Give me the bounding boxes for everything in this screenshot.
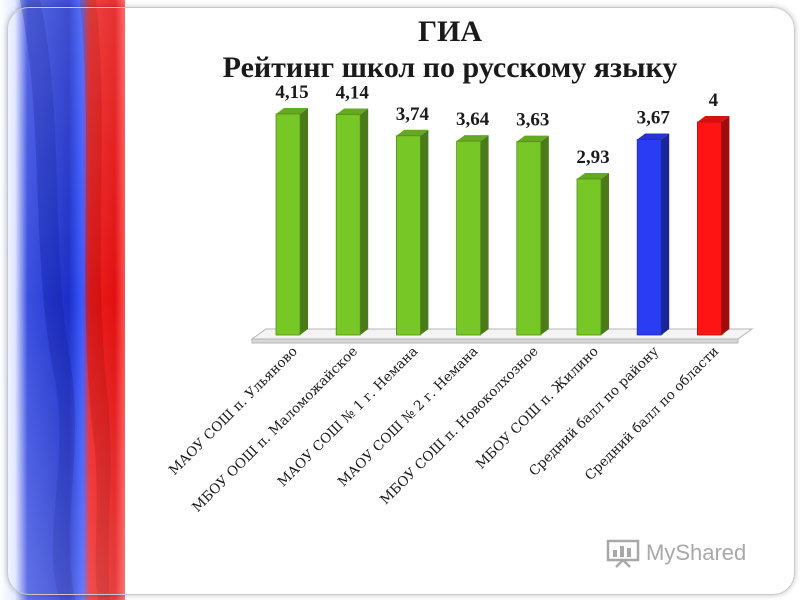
bar-front — [335, 114, 361, 336]
bar-4 — [456, 135, 489, 336]
bar-top — [697, 115, 730, 122]
bar-side — [661, 133, 670, 335]
bar-side — [360, 108, 369, 335]
title-line-1: ГИА — [417, 15, 483, 48]
bar-front — [697, 121, 722, 336]
data-label-4: 3,64 — [456, 109, 490, 130]
flag-graphic — [0, 0, 125, 600]
data-label-5: 3,63 — [516, 110, 549, 131]
watermark-text: MyShared — [646, 540, 747, 565]
data-labels-group: 4,15 4,14 3,74 3,64 3,63 2,93 3,67 4 — [275, 82, 718, 168]
category-label-1: МАОУ СОШ п. Ульяново — [166, 344, 301, 479]
data-label-1: 4,15 — [275, 82, 308, 103]
floor-top — [250, 328, 754, 340]
category-label-6: МБОУ СОШ п. Жилино — [473, 344, 602, 473]
data-label-7: 3,67 — [637, 108, 671, 129]
bar-top — [336, 108, 369, 115]
bar-top — [577, 172, 609, 179]
bar-top — [456, 135, 489, 142]
bar-6 — [576, 172, 609, 336]
bar-7 — [636, 133, 670, 336]
chart-title: ГИА Рейтинг школ по русскому языку — [130, 14, 770, 86]
floor-front — [251, 338, 739, 344]
data-label-8: 4 — [709, 90, 719, 111]
bars-group — [275, 107, 730, 336]
watermark: MyShared — [606, 536, 746, 570]
bar-front — [636, 139, 662, 336]
bar-8 — [697, 115, 730, 336]
bar-top — [516, 135, 549, 142]
title-line-2: Рейтинг школ по русскому языку — [222, 51, 678, 84]
bar-side — [420, 129, 429, 335]
data-label-3: 3,74 — [396, 104, 430, 125]
bar-front — [576, 178, 602, 336]
bar-front — [395, 135, 421, 336]
bar-top — [396, 129, 429, 136]
bar-side — [721, 115, 730, 336]
bar-3 — [395, 129, 429, 336]
bar-5 — [516, 135, 549, 336]
data-label-2: 4,14 — [336, 83, 370, 104]
bar-side — [540, 135, 549, 335]
bar-front — [516, 141, 542, 336]
data-label-6: 2,93 — [576, 147, 609, 168]
bar-2 — [335, 108, 369, 336]
bar-side — [300, 107, 308, 335]
presentation-board-icon — [606, 539, 640, 568]
bar-front — [456, 140, 482, 336]
bar-top — [637, 133, 670, 140]
bar-front — [275, 113, 301, 336]
bar-1 — [275, 107, 308, 336]
bar-top — [276, 107, 308, 114]
bar-side — [480, 135, 489, 335]
bar-side — [601, 172, 609, 335]
russian-flag-decoration — [0, 0, 125, 600]
chart-floor — [250, 328, 754, 344]
